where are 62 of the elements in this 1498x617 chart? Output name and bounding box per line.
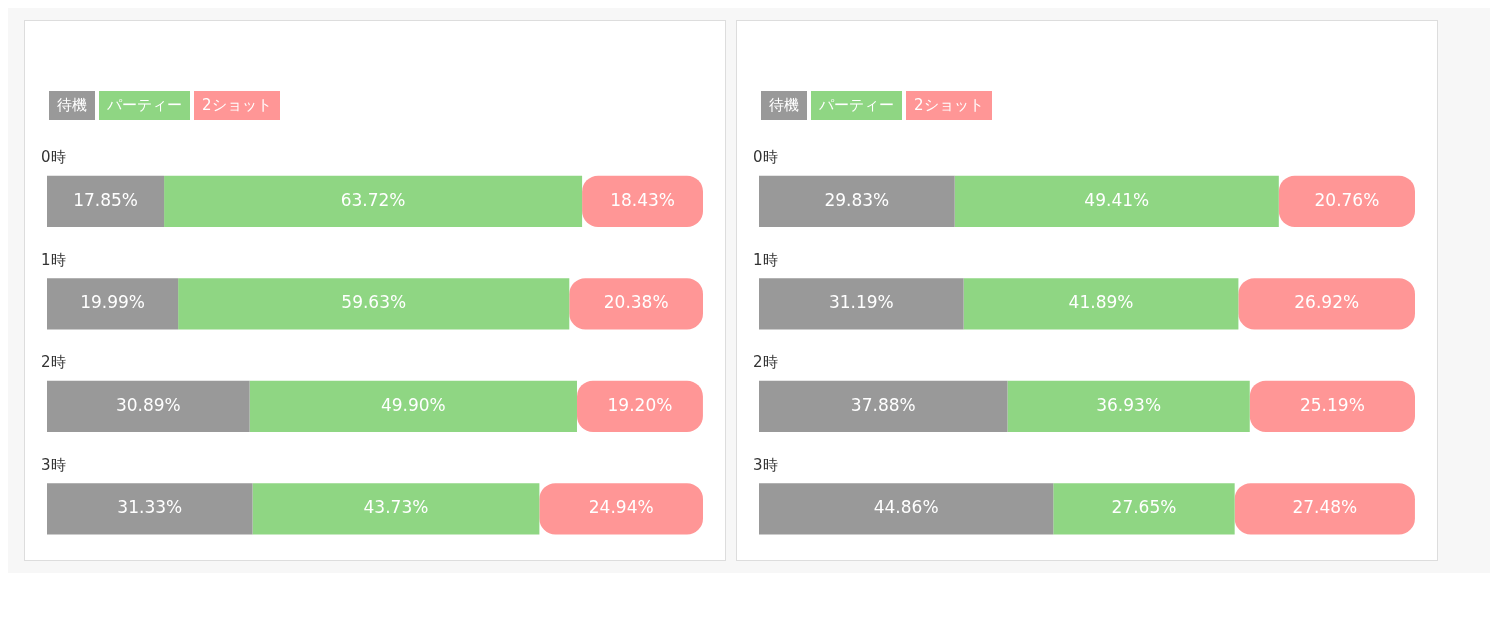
bar [954,175,1279,227]
bar [164,175,583,227]
data-label: 20.38% [603,292,669,313]
bar [1278,175,1415,227]
bar [539,483,703,535]
bar [249,380,577,432]
data-label: 30.89% [115,394,181,415]
data-label: 31.33% [117,497,183,518]
bar [1234,483,1415,535]
bar [1238,278,1415,330]
data-label: 37.88% [850,394,916,415]
bar [1007,380,1250,432]
y-tick-label: 1時 [753,250,778,269]
data-label: 36.93% [1096,394,1162,415]
y-tick-label: 2時 [41,353,66,372]
bar [576,380,703,432]
data-label: 20.76% [1314,189,1380,210]
text: 待機 [49,91,95,120]
y-tick-label: 1時 [41,250,66,269]
bar [759,175,955,227]
data-label: 19.99% [80,292,145,313]
data-label: 29.83% [824,189,890,210]
data-label: 27.65% [1111,497,1177,518]
text: 2ショット [194,91,280,120]
bar [47,175,165,227]
bar [252,483,540,535]
bar [759,278,964,330]
data-label: 17.85% [73,189,138,210]
data-label: 41.89% [1068,292,1134,313]
text: パーティー [811,91,902,120]
bar [1053,483,1235,535]
data-label: 49.90% [380,394,446,415]
data-label: 18.43% [610,189,675,210]
data-label: 19.20% [607,394,673,415]
data-label: 43.73% [363,497,429,518]
text: 待機 [761,91,807,120]
bar [759,380,1008,432]
data-label: 59.63% [341,292,407,313]
data-label: 24.94% [588,497,654,518]
data-label: 25.19% [1299,394,1365,415]
bar [47,278,179,330]
text: パーティー [99,91,190,120]
y-tick-label: 0時 [41,148,66,167]
data-label: 44.86% [873,497,939,518]
bar [569,278,703,330]
text: 2ショット [906,91,992,120]
bar [47,380,250,432]
y-tick-label: 0時 [753,148,778,167]
data-label: 26.92% [1294,292,1360,313]
y-tick-label: 2時 [753,353,778,372]
data-label: 31.19% [828,292,894,313]
y-tick-label: 3時 [41,455,66,474]
bar [582,175,703,227]
data-label: 27.48% [1292,497,1358,518]
bar [759,483,1054,535]
data-label: 63.72% [340,189,406,210]
bar [178,278,570,330]
bar [1249,380,1415,432]
y-tick-label: 3時 [753,455,778,474]
bar [47,483,253,535]
bar [963,278,1239,330]
data-label: 49.41% [1084,189,1150,210]
